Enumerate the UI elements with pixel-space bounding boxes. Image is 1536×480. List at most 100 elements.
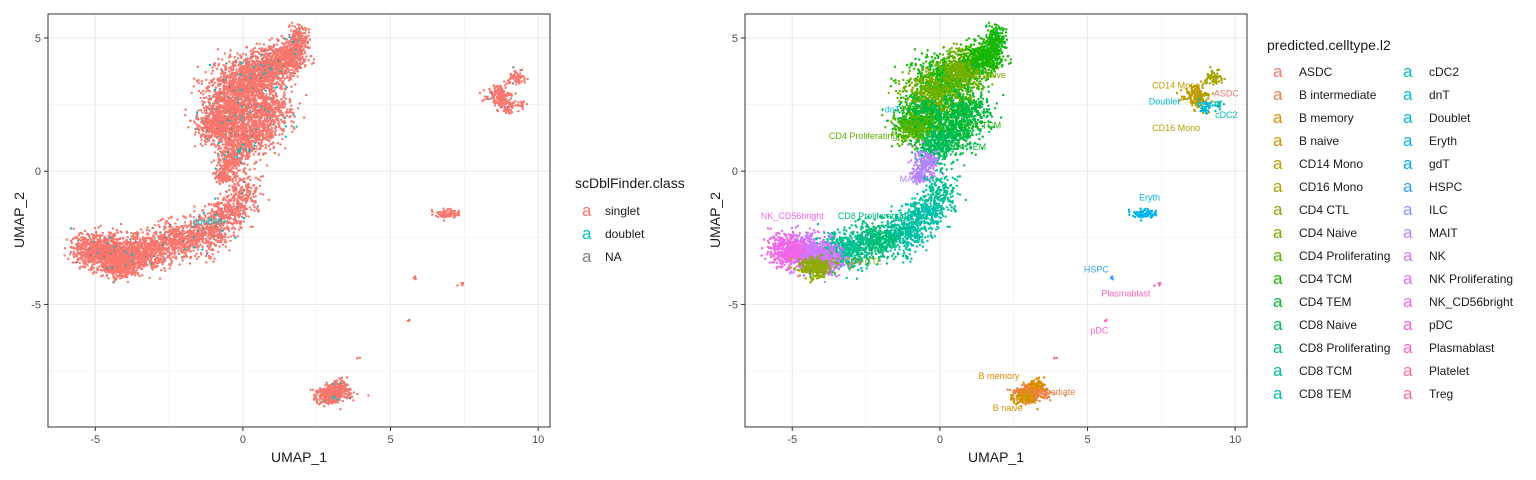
point [247, 142, 251, 145]
point [201, 133, 205, 136]
point [252, 94, 256, 97]
point [213, 62, 216, 65]
point [218, 89, 222, 93]
point [266, 164, 269, 167]
point [293, 72, 297, 75]
point [277, 153, 280, 156]
point [193, 120, 196, 123]
point [269, 73, 273, 76]
point [230, 101, 233, 104]
point [243, 59, 246, 62]
point [219, 147, 223, 150]
point [267, 48, 270, 51]
point [229, 147, 232, 151]
point [249, 178, 252, 182]
point [197, 109, 200, 112]
point [233, 161, 237, 165]
point [215, 91, 219, 94]
point [251, 110, 255, 113]
point [210, 161, 213, 164]
point [231, 117, 235, 120]
point [222, 110, 225, 114]
point [212, 125, 215, 128]
point [224, 143, 227, 146]
point [266, 67, 269, 70]
point [212, 159, 216, 162]
point [273, 151, 277, 155]
point [228, 121, 231, 124]
point [308, 38, 312, 41]
point [240, 62, 243, 65]
point [261, 144, 264, 148]
point [214, 145, 217, 148]
point [204, 143, 207, 146]
point [298, 30, 302, 34]
point [211, 69, 215, 73]
point [279, 110, 283, 114]
point [235, 68, 238, 71]
point [264, 75, 268, 79]
point [200, 82, 204, 86]
point [231, 71, 234, 75]
point [184, 108, 187, 111]
point [267, 83, 270, 87]
point [235, 164, 238, 167]
point [253, 206, 256, 209]
point [259, 179, 262, 182]
point [223, 146, 226, 149]
point [231, 64, 234, 67]
point [263, 123, 267, 126]
point [249, 133, 252, 136]
point [290, 21, 294, 24]
point [210, 143, 213, 147]
point [232, 103, 236, 106]
point [250, 94, 253, 97]
point [259, 71, 263, 74]
point [205, 96, 208, 99]
point [236, 156, 239, 159]
point [292, 111, 295, 115]
point [252, 136, 255, 139]
point [207, 203, 211, 206]
point [227, 159, 231, 162]
point [231, 173, 235, 176]
point [238, 61, 241, 64]
point [225, 220, 229, 223]
point [258, 52, 261, 56]
point [204, 137, 208, 140]
point [224, 190, 228, 193]
point [282, 42, 285, 46]
point [248, 145, 252, 148]
point [254, 62, 257, 65]
point [231, 83, 234, 86]
point [289, 46, 292, 50]
point [226, 204, 229, 207]
point [270, 68, 273, 72]
point [228, 188, 231, 192]
point [255, 99, 258, 102]
point [229, 76, 232, 79]
point [227, 99, 231, 102]
point [239, 177, 242, 181]
point [237, 99, 240, 103]
point [221, 198, 224, 202]
point [278, 133, 281, 136]
point [264, 106, 267, 110]
point [215, 109, 218, 112]
point [274, 125, 277, 128]
point [268, 64, 271, 68]
point [251, 87, 254, 90]
point [221, 143, 225, 146]
point [291, 130, 294, 133]
point [266, 126, 269, 129]
point [294, 63, 298, 66]
point [258, 96, 261, 99]
point [230, 198, 233, 201]
point [222, 81, 226, 84]
point [235, 121, 238, 125]
point [234, 186, 238, 189]
point [272, 79, 275, 82]
point [197, 131, 201, 135]
point [286, 52, 290, 55]
point [274, 94, 278, 97]
